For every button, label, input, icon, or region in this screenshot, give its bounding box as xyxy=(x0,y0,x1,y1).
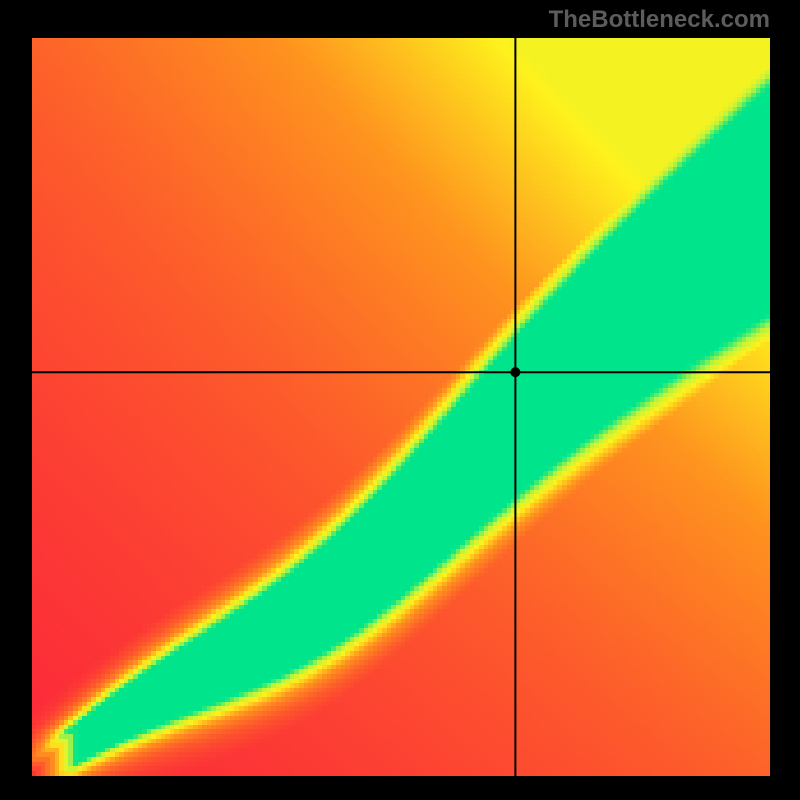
bottleneck-heatmap xyxy=(32,38,770,776)
chart-container: TheBottleneck.com xyxy=(0,0,800,800)
watermark-text: TheBottleneck.com xyxy=(549,6,770,34)
